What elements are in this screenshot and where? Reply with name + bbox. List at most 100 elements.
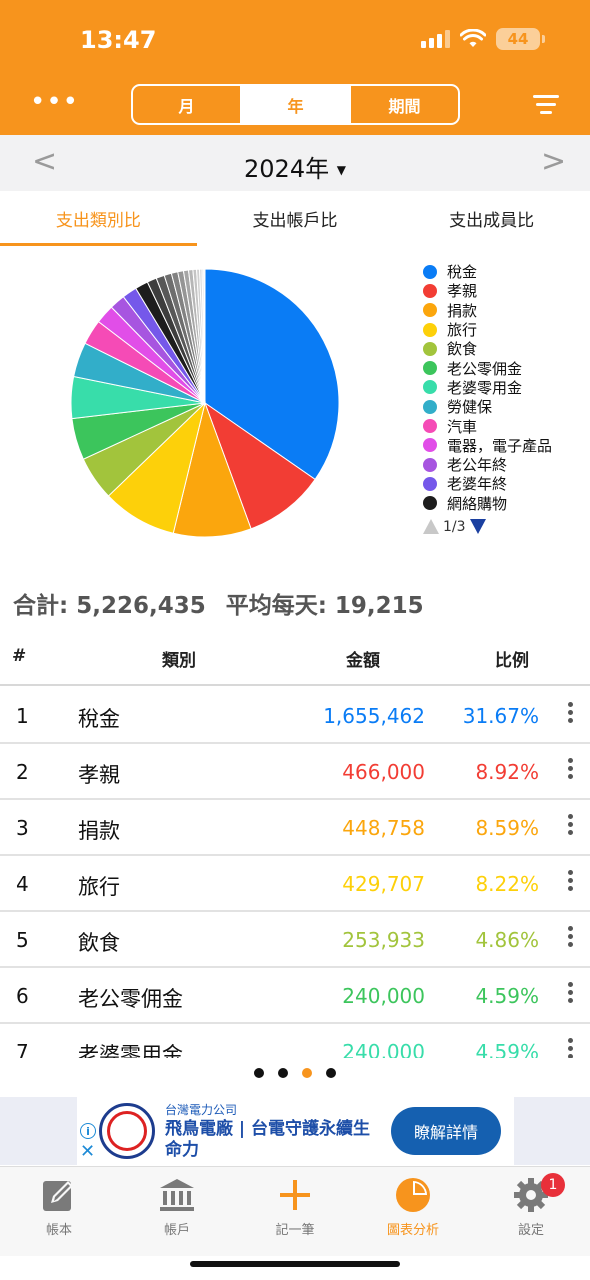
row-ratio: 8.59% bbox=[475, 816, 539, 840]
row-amount: 1,655,462 bbox=[323, 704, 425, 728]
page-dot[interactable] bbox=[326, 1068, 336, 1078]
row-num: 3 bbox=[16, 816, 29, 840]
row-ratio: 4.59% bbox=[475, 984, 539, 1008]
legend-label: 老公零佣金 bbox=[447, 359, 523, 378]
nav-accounts[interactable]: 帳戶 bbox=[127, 1175, 227, 1238]
table-row[interactable]: 2 孝親 466,000 8.92% bbox=[0, 744, 590, 800]
row-ratio: 4.59% bbox=[475, 1040, 539, 1058]
segment-month[interactable]: 月 bbox=[178, 96, 195, 116]
row-ratio: 8.92% bbox=[475, 760, 539, 784]
ad-content[interactable]: i ✕ 台灣電力公司 飛鳥電廠 | 台電守護永續生命力 瞭解詳情 bbox=[77, 1097, 514, 1165]
period-segmented-control: 月 年 期間 bbox=[131, 84, 460, 125]
legend-label: 老公年終 bbox=[447, 456, 508, 475]
filter-icon[interactable] bbox=[533, 95, 559, 119]
table-row[interactable]: 5 飲食 253,933 4.86% bbox=[0, 912, 590, 968]
nav-settings[interactable]: 設定 1 bbox=[481, 1173, 581, 1238]
row-num: 5 bbox=[16, 928, 29, 952]
legend-item[interactable]: 飲食 bbox=[423, 339, 552, 358]
edit-icon bbox=[9, 1175, 109, 1215]
row-more-icon[interactable] bbox=[565, 926, 575, 950]
legend-swatch bbox=[423, 341, 437, 356]
legend-item[interactable]: 汽車 bbox=[423, 416, 552, 436]
row-ratio: 31.67% bbox=[462, 704, 539, 728]
header-ratio: 比例 bbox=[495, 651, 529, 671]
legend-swatch bbox=[423, 380, 437, 395]
legend-label: 飲食 bbox=[447, 340, 478, 359]
legend-item[interactable]: 稅金 bbox=[423, 262, 552, 281]
header-amount: 金額 bbox=[346, 651, 380, 671]
nav-accounts-label: 帳戶 bbox=[163, 1223, 190, 1238]
row-num: 2 bbox=[16, 760, 29, 784]
row-num: 1 bbox=[16, 704, 29, 728]
daily-average: 平均每天: 19,215 bbox=[225, 593, 424, 619]
prev-period-button[interactable]: < bbox=[32, 144, 58, 179]
row-amount: 448,758 bbox=[342, 816, 425, 840]
legend-item[interactable]: 旅行 bbox=[423, 320, 552, 339]
total-amount: 合計: 5,226,435 bbox=[13, 593, 206, 619]
legend-item[interactable]: 勞健保 bbox=[423, 397, 552, 416]
segment-range[interactable]: 期間 bbox=[349, 86, 458, 123]
tab-account-ratio[interactable]: 支出帳戶比 bbox=[252, 211, 338, 231]
row-ratio: 8.22% bbox=[475, 872, 539, 896]
row-more-icon[interactable] bbox=[565, 814, 575, 838]
period-title[interactable]: 2024年 ▼ bbox=[0, 149, 590, 184]
table-row[interactable]: 3 捐款 448,758 8.59% bbox=[0, 800, 590, 856]
battery-icon: 44 bbox=[496, 28, 545, 50]
tab-member-ratio[interactable]: 支出成員比 bbox=[449, 211, 535, 231]
legend-item[interactable]: 老公零佣金 bbox=[423, 358, 552, 378]
nav-add-record[interactable]: 記一筆 bbox=[245, 1175, 345, 1238]
legend-next-page-icon[interactable] bbox=[469, 519, 486, 535]
row-num: 6 bbox=[16, 984, 29, 1008]
expense-pie-chart[interactable] bbox=[70, 268, 340, 538]
ad-info-icon[interactable]: i bbox=[80, 1123, 96, 1139]
segment-year[interactable]: 年 bbox=[240, 86, 349, 123]
row-more-icon[interactable] bbox=[565, 870, 575, 894]
ad-sponsor: 台灣電力公司 bbox=[165, 1103, 238, 1117]
legend-item[interactable]: 老婆年終 bbox=[423, 474, 552, 493]
nav-settings-label: 設定 bbox=[517, 1223, 544, 1238]
pie-slice[interactable] bbox=[204, 268, 340, 481]
ellipsis-icon[interactable]: ••• bbox=[30, 87, 80, 117]
row-amount: 466,000 bbox=[342, 760, 425, 784]
tab-category-ratio[interactable]: 支出類別比 bbox=[0, 191, 197, 246]
legend-item[interactable]: 網絡購物 bbox=[423, 494, 552, 513]
legend-swatch bbox=[423, 322, 437, 337]
home-indicator bbox=[190, 1261, 400, 1267]
table-header: # 類別 金額 比例 bbox=[0, 638, 590, 686]
row-more-icon[interactable] bbox=[565, 982, 575, 1006]
plus-icon bbox=[245, 1175, 345, 1215]
nav-charts[interactable]: 圖表分析 bbox=[363, 1175, 463, 1238]
row-more-icon[interactable] bbox=[565, 758, 575, 782]
ad-cta-button[interactable]: 瞭解詳情 bbox=[391, 1107, 501, 1155]
pie-slice[interactable] bbox=[203, 401, 316, 530]
table-row[interactable]: 1 稅金 1,655,462 31.67% bbox=[0, 688, 590, 744]
legend-prev-page-icon[interactable] bbox=[423, 519, 439, 535]
row-category: 孝親 bbox=[78, 763, 120, 787]
legend-item[interactable]: 捐款 bbox=[423, 301, 552, 320]
row-more-icon[interactable] bbox=[565, 702, 575, 726]
pie-slice[interactable] bbox=[203, 268, 206, 404]
next-period-button[interactable]: > bbox=[541, 144, 567, 179]
legend-label: 老婆零用金 bbox=[447, 378, 523, 397]
table-row[interactable]: 4 旅行 429,707 8.22% bbox=[0, 856, 590, 912]
page-dot[interactable] bbox=[254, 1068, 264, 1078]
header-num: # bbox=[12, 646, 27, 666]
pie-slice[interactable] bbox=[172, 401, 252, 538]
page-dot[interactable] bbox=[278, 1068, 288, 1078]
page-dot-active[interactable] bbox=[302, 1068, 312, 1078]
legend-swatch bbox=[423, 361, 437, 376]
legend-item[interactable]: 孝親 bbox=[423, 281, 552, 300]
ad-close-icon[interactable]: ✕ bbox=[80, 1141, 96, 1162]
nav-charts-label: 圖表分析 bbox=[386, 1223, 439, 1238]
legend-label: 老婆年終 bbox=[447, 475, 508, 494]
nav-ledger[interactable]: 帳本 bbox=[9, 1175, 109, 1238]
legend-item[interactable]: 老婆零用金 bbox=[423, 378, 552, 397]
legend-swatch bbox=[423, 476, 437, 491]
row-category: 老公零佣金 bbox=[78, 987, 183, 1011]
table-row[interactable]: 7 老婆零用金 240,000 4.59% bbox=[0, 1024, 590, 1058]
period-title-text: 2024年 bbox=[244, 155, 330, 183]
table-row[interactable]: 6 老公零佣金 240,000 4.59% bbox=[0, 968, 590, 1024]
row-more-icon[interactable] bbox=[565, 1038, 575, 1058]
legend-item[interactable]: 老公年終 bbox=[423, 455, 552, 474]
legend-item[interactable]: 電器，電子產品 bbox=[423, 436, 552, 455]
